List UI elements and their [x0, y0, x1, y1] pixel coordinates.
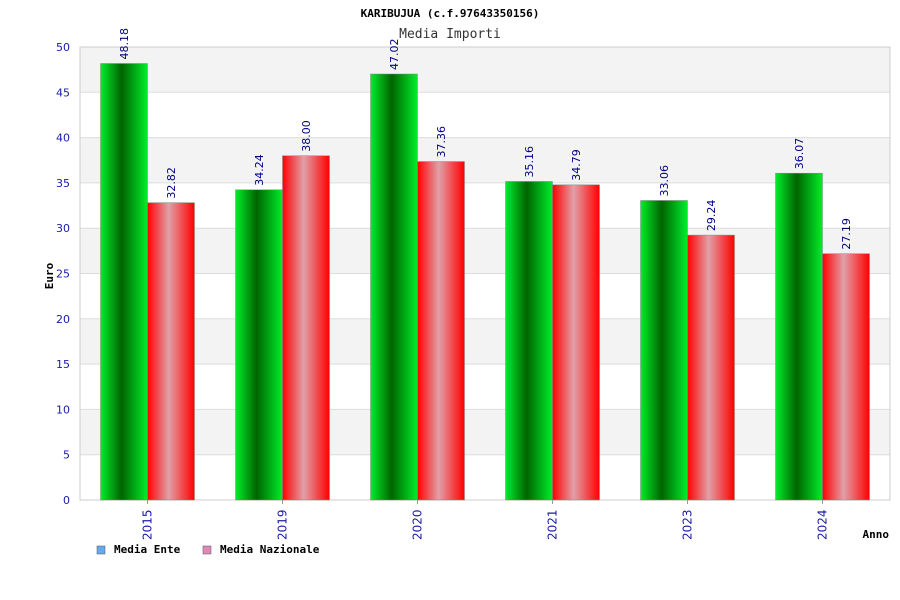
y-tick-label: 35 [56, 177, 70, 190]
plot-frame [79, 46, 891, 501]
legend-swatch-ente [96, 545, 106, 555]
data-label: 27.19 [840, 218, 853, 250]
grid-band [80, 47, 890, 93]
bar-media-nazionale [552, 184, 600, 501]
bar-media-nazionale [147, 202, 195, 501]
bar-media-ente [505, 181, 553, 501]
data-label: 33.06 [658, 165, 671, 197]
x-tick-label: 2019 [276, 509, 290, 540]
data-label: 34.79 [570, 149, 583, 181]
x-tick-label: 2015 [141, 509, 155, 540]
data-label: 37.36 [435, 126, 448, 158]
y-tick-label: 30 [56, 222, 70, 235]
x-tick-label: 2020 [411, 509, 425, 540]
bar-media-nazionale [687, 234, 735, 501]
bar-media-nazionale [417, 161, 465, 501]
data-label: 47.02 [388, 38, 401, 70]
grid-band [80, 137, 890, 183]
bar-media-ente [235, 189, 283, 501]
y-tick-label: 10 [56, 403, 70, 416]
x-tick-label: 2023 [681, 509, 695, 540]
legend: Media Ente Media Nazionale [96, 543, 320, 556]
data-label: 48.18 [118, 28, 131, 60]
data-label: 36.07 [793, 138, 806, 170]
plot-area: 0 5 10 15 20 25 30 35 40 45 50 48.18 32.82 2015 34.24 3… [56, 28, 891, 540]
y-tick-label: 20 [56, 313, 70, 326]
grid-band [80, 273, 890, 319]
bar-media-ente [370, 73, 418, 501]
data-label: 34.24 [253, 154, 266, 186]
legend-label-nazionale: Media Nazionale [220, 543, 320, 556]
legend-swatch-nazionale [202, 545, 212, 555]
chart-title: KARIBUJUA (c.f.97643350156) [361, 7, 540, 20]
x-axis-label: Anno [863, 528, 890, 541]
grid-band [80, 228, 890, 274]
bar-media-nazionale [282, 155, 330, 501]
legend-label-ente: Media Ente [114, 543, 181, 556]
grid-band [80, 182, 890, 229]
grid-band [80, 364, 890, 410]
y-tick-label: 40 [56, 132, 70, 145]
bar-media-ente [775, 172, 823, 501]
y-tick-label: 45 [56, 86, 70, 99]
y-axis-label: Euro [43, 262, 56, 289]
grid-band [80, 92, 890, 138]
data-label: 38.00 [300, 120, 313, 152]
grid-band [80, 318, 890, 365]
y-tick-label: 15 [56, 358, 70, 371]
y-tick-label: 5 [63, 449, 70, 462]
y-tick-label: 25 [56, 268, 70, 281]
bar-media-nazionale [822, 253, 870, 501]
bar-media-ente [100, 63, 148, 501]
grid-band [80, 454, 890, 500]
y-tick-label: 0 [63, 494, 70, 507]
bar-media-ente [640, 200, 688, 501]
data-label: 32.82 [165, 167, 178, 199]
data-label: 35.16 [523, 146, 536, 178]
data-label: 29.24 [705, 200, 718, 232]
x-tick-label: 2021 [546, 509, 560, 540]
y-tick-label: 50 [56, 41, 70, 54]
x-tick-label: 2024 [816, 509, 830, 540]
grid-band [80, 409, 890, 455]
chart-subtitle: Media Importi [399, 27, 501, 42]
